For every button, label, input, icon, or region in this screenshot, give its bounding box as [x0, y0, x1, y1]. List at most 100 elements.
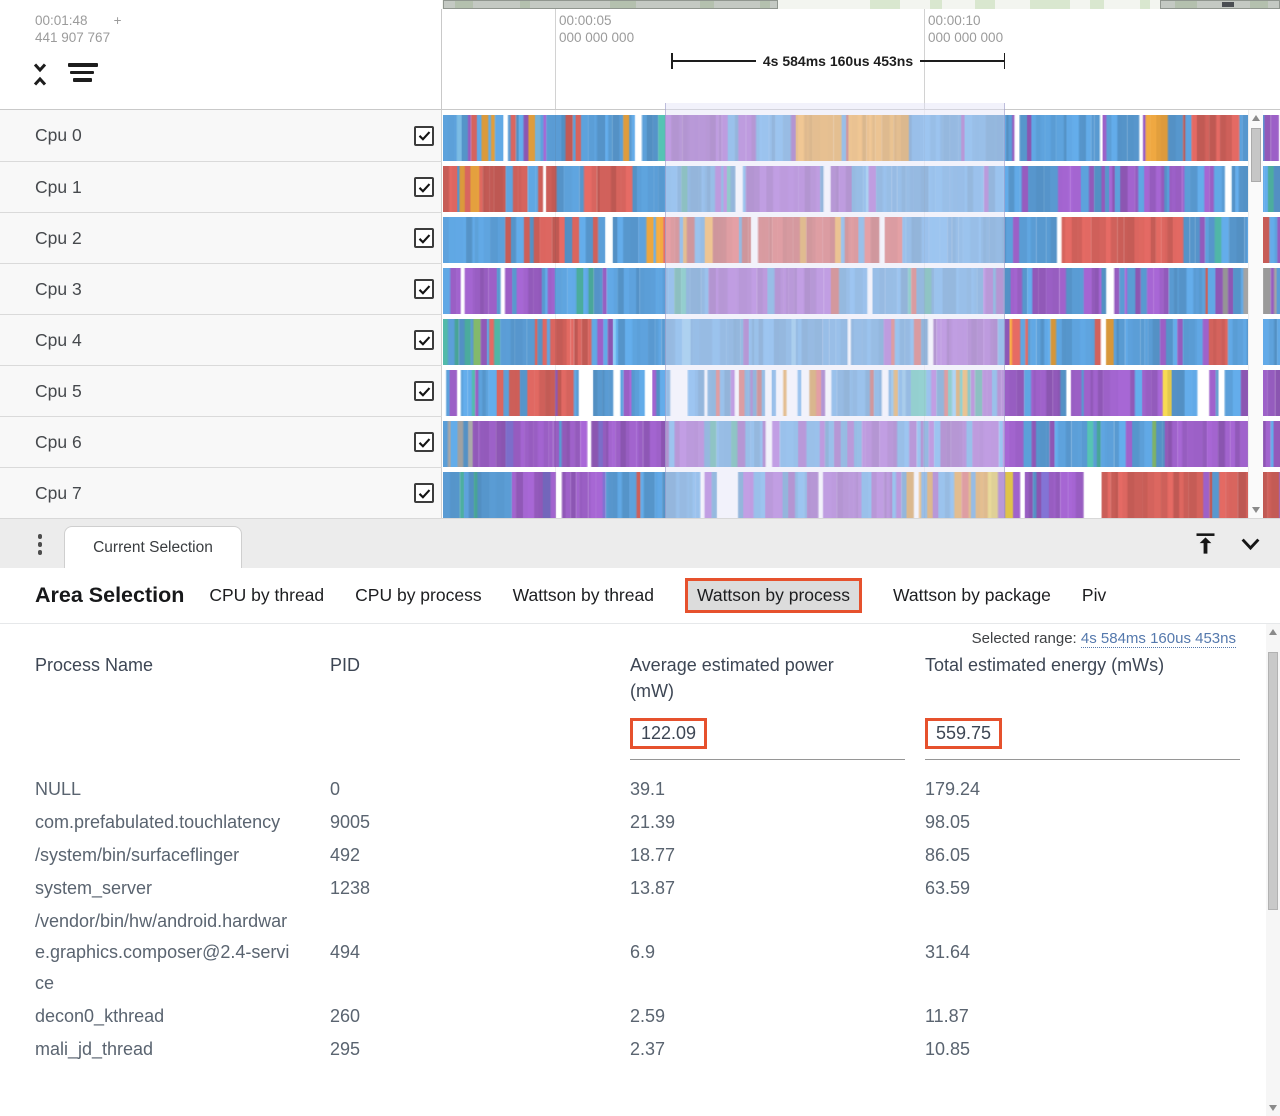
cpu-track-timeline[interactable] [443, 421, 1280, 467]
track-checkbox[interactable] [414, 125, 434, 146]
cpu-track-timeline[interactable] [443, 115, 1280, 161]
timeline-overview-minimap[interactable] [0, 0, 1280, 9]
col-header-avg-power[interactable]: Average estimated power (mW) [630, 655, 834, 701]
tab-piv[interactable]: Piv [1081, 585, 1107, 605]
minimap-activity-fleck [1090, 0, 1104, 9]
minimap-activity-fleck [1140, 0, 1150, 9]
trace-clock: 00:01:48 + 441 907 767 [35, 12, 121, 46]
pid-cell: 1238 [330, 878, 371, 898]
timeline-ruler: 00:01:48 + 441 907 767 00:00:05 000 000 00… [0, 9, 1280, 110]
minimap-background [442, 0, 1280, 9]
total-energy-cell: 10.85 [925, 1039, 971, 1059]
panel-scrollbar[interactable] [1266, 624, 1280, 1116]
minimap-curtain-left[interactable] [443, 0, 778, 9]
process-name-cell: mali_jd_thread [35, 1039, 154, 1059]
cpu-track-timeline[interactable] [443, 268, 1280, 314]
track-row-cpu-2: Cpu 2 [0, 212, 1280, 263]
track-label-text: Cpu 3 [35, 278, 82, 299]
col-header-process-name[interactable]: Process Name [35, 655, 154, 675]
track-label[interactable]: Cpu 6 [0, 416, 442, 467]
cpu-track-timeline[interactable] [443, 472, 1280, 518]
dock-to-top-icon[interactable] [1192, 530, 1219, 557]
summary-total-energy-value: 559.75 [925, 718, 1003, 749]
tab-cpu-by-process[interactable]: CPU by process [355, 585, 482, 605]
process-name-cell: NULL [35, 779, 82, 799]
pid-cell: 295 [330, 1039, 361, 1059]
pid-cell: 0 [330, 779, 341, 799]
process-name-cell: decon0_kthread [35, 1006, 165, 1026]
sort-tracks-icon[interactable] [68, 63, 100, 86]
minimap-activity-fleck [520, 0, 530, 9]
track-checkbox[interactable] [414, 330, 434, 350]
cpu-track-timeline[interactable] [443, 217, 1280, 263]
tab-wattson-by-package[interactable]: Wattson by package [893, 585, 1051, 605]
col-header-pid[interactable]: PID [330, 655, 361, 675]
track-label-text: Cpu 6 [35, 431, 82, 452]
area-selection-overlay[interactable] [665, 103, 1005, 518]
minimap-activity-fleck [1030, 0, 1070, 9]
minimap-activity-fleck [700, 0, 714, 9]
col-header-total-energy[interactable]: Total estimated energy (mWs) [925, 655, 1165, 675]
tracks-scrollbar-thumb[interactable] [1251, 128, 1261, 182]
track-label-text: Cpu 7 [35, 482, 82, 503]
track-label-text: Cpu 0 [35, 125, 82, 145]
track-label[interactable]: Cpu 1 [0, 161, 442, 212]
track-label-text: Cpu 1 [35, 176, 82, 197]
track-label[interactable]: Cpu 3 [0, 263, 442, 314]
scroll-down-arrow-icon[interactable] [1252, 507, 1260, 513]
cpu-track-timeline[interactable] [443, 319, 1280, 365]
track-label-text: Cpu 5 [35, 380, 82, 401]
minimap-activity-fleck [975, 0, 995, 9]
total-energy-cell: 98.05 [925, 812, 971, 832]
process-name-cell: /vendor/bin/hw/android.hardware.graphics… [35, 911, 290, 993]
clock-offset: 441 907 767 [35, 30, 111, 45]
track-label[interactable]: Cpu 0 [0, 110, 442, 161]
track-checkbox[interactable] [414, 177, 434, 197]
track-checkbox[interactable] [414, 279, 434, 299]
table-header-row: Process Name PID Average estimated power… [0, 624, 1280, 704]
scroll-down-arrow-icon[interactable] [1269, 1105, 1277, 1111]
panel-scrollbar-thumb[interactable] [1268, 652, 1278, 910]
ruler-gridline-10s [924, 9, 925, 109]
total-energy-cell: 11.87 [925, 1006, 969, 1026]
track-row-cpu-1: Cpu 1 [0, 161, 1280, 212]
avg-power-cell: 21.39 [630, 812, 676, 832]
selected-range-link[interactable]: 4s 584ms 160us 453ns [1080, 630, 1236, 648]
selected-range: Selected range: 4s 584ms 160us 453ns [972, 630, 1236, 648]
chevron-down-icon[interactable] [1237, 530, 1264, 557]
tab-wattson-by-thread[interactable]: Wattson by thread [512, 585, 654, 605]
track-checkbox[interactable] [414, 432, 434, 452]
clock-time: 00:01:48 [35, 13, 88, 28]
track-row-cpu-7: Cpu 7 [0, 467, 1280, 518]
unfold-less-icon[interactable] [28, 61, 52, 88]
tab-wattson-by-process[interactable]: Wattson by process [684, 578, 862, 613]
tab-cpu-by-thread[interactable]: CPU by thread [209, 585, 325, 605]
tab-current-selection[interactable]: Current Selection [64, 526, 242, 569]
minimap-curtain-right[interactable] [1160, 0, 1280, 9]
cpu-tracks-area: Cpu 0 Cpu 1 Cpu 2 Cpu 3 Cpu 4 Cpu 5 Cpu 6 Cpu 7 [0, 110, 1280, 518]
track-label[interactable]: Cpu 5 [0, 365, 442, 416]
kebab-menu-icon[interactable] [31, 531, 49, 558]
tick-label-5s: 00:00:05 000 000 000 [559, 13, 635, 45]
minimap-activity-fleck [1250, 0, 1268, 9]
track-label[interactable]: Cpu 4 [0, 314, 442, 365]
avg-power-cell: 6.9 [630, 942, 656, 962]
cpu-track-timeline[interactable] [443, 370, 1280, 416]
track-gridline [555, 110, 556, 518]
track-label[interactable]: Cpu 7 [0, 467, 442, 518]
bottom-panel-tabstrip: Current Selection [0, 518, 1280, 569]
tracks-scrollbar[interactable] [1248, 110, 1263, 518]
track-checkbox[interactable] [414, 228, 434, 248]
track-checkbox[interactable] [414, 483, 434, 503]
panel-heading: Area Selection [35, 583, 185, 607]
total-energy-cell: 31.64 [925, 942, 971, 962]
analysis-tabs: CPU by thread CPU by process Wattson by th… [209, 578, 1106, 613]
scroll-up-arrow-icon[interactable] [1252, 115, 1260, 121]
minimap-activity-fleck [455, 0, 473, 9]
cpu-track-timeline[interactable] [443, 166, 1280, 212]
track-label[interactable]: Cpu 2 [0, 212, 442, 263]
scroll-up-arrow-icon[interactable] [1269, 629, 1277, 635]
process-name-cell: com.prefabulated.touchlatency [35, 812, 281, 832]
track-checkbox[interactable] [414, 381, 434, 401]
